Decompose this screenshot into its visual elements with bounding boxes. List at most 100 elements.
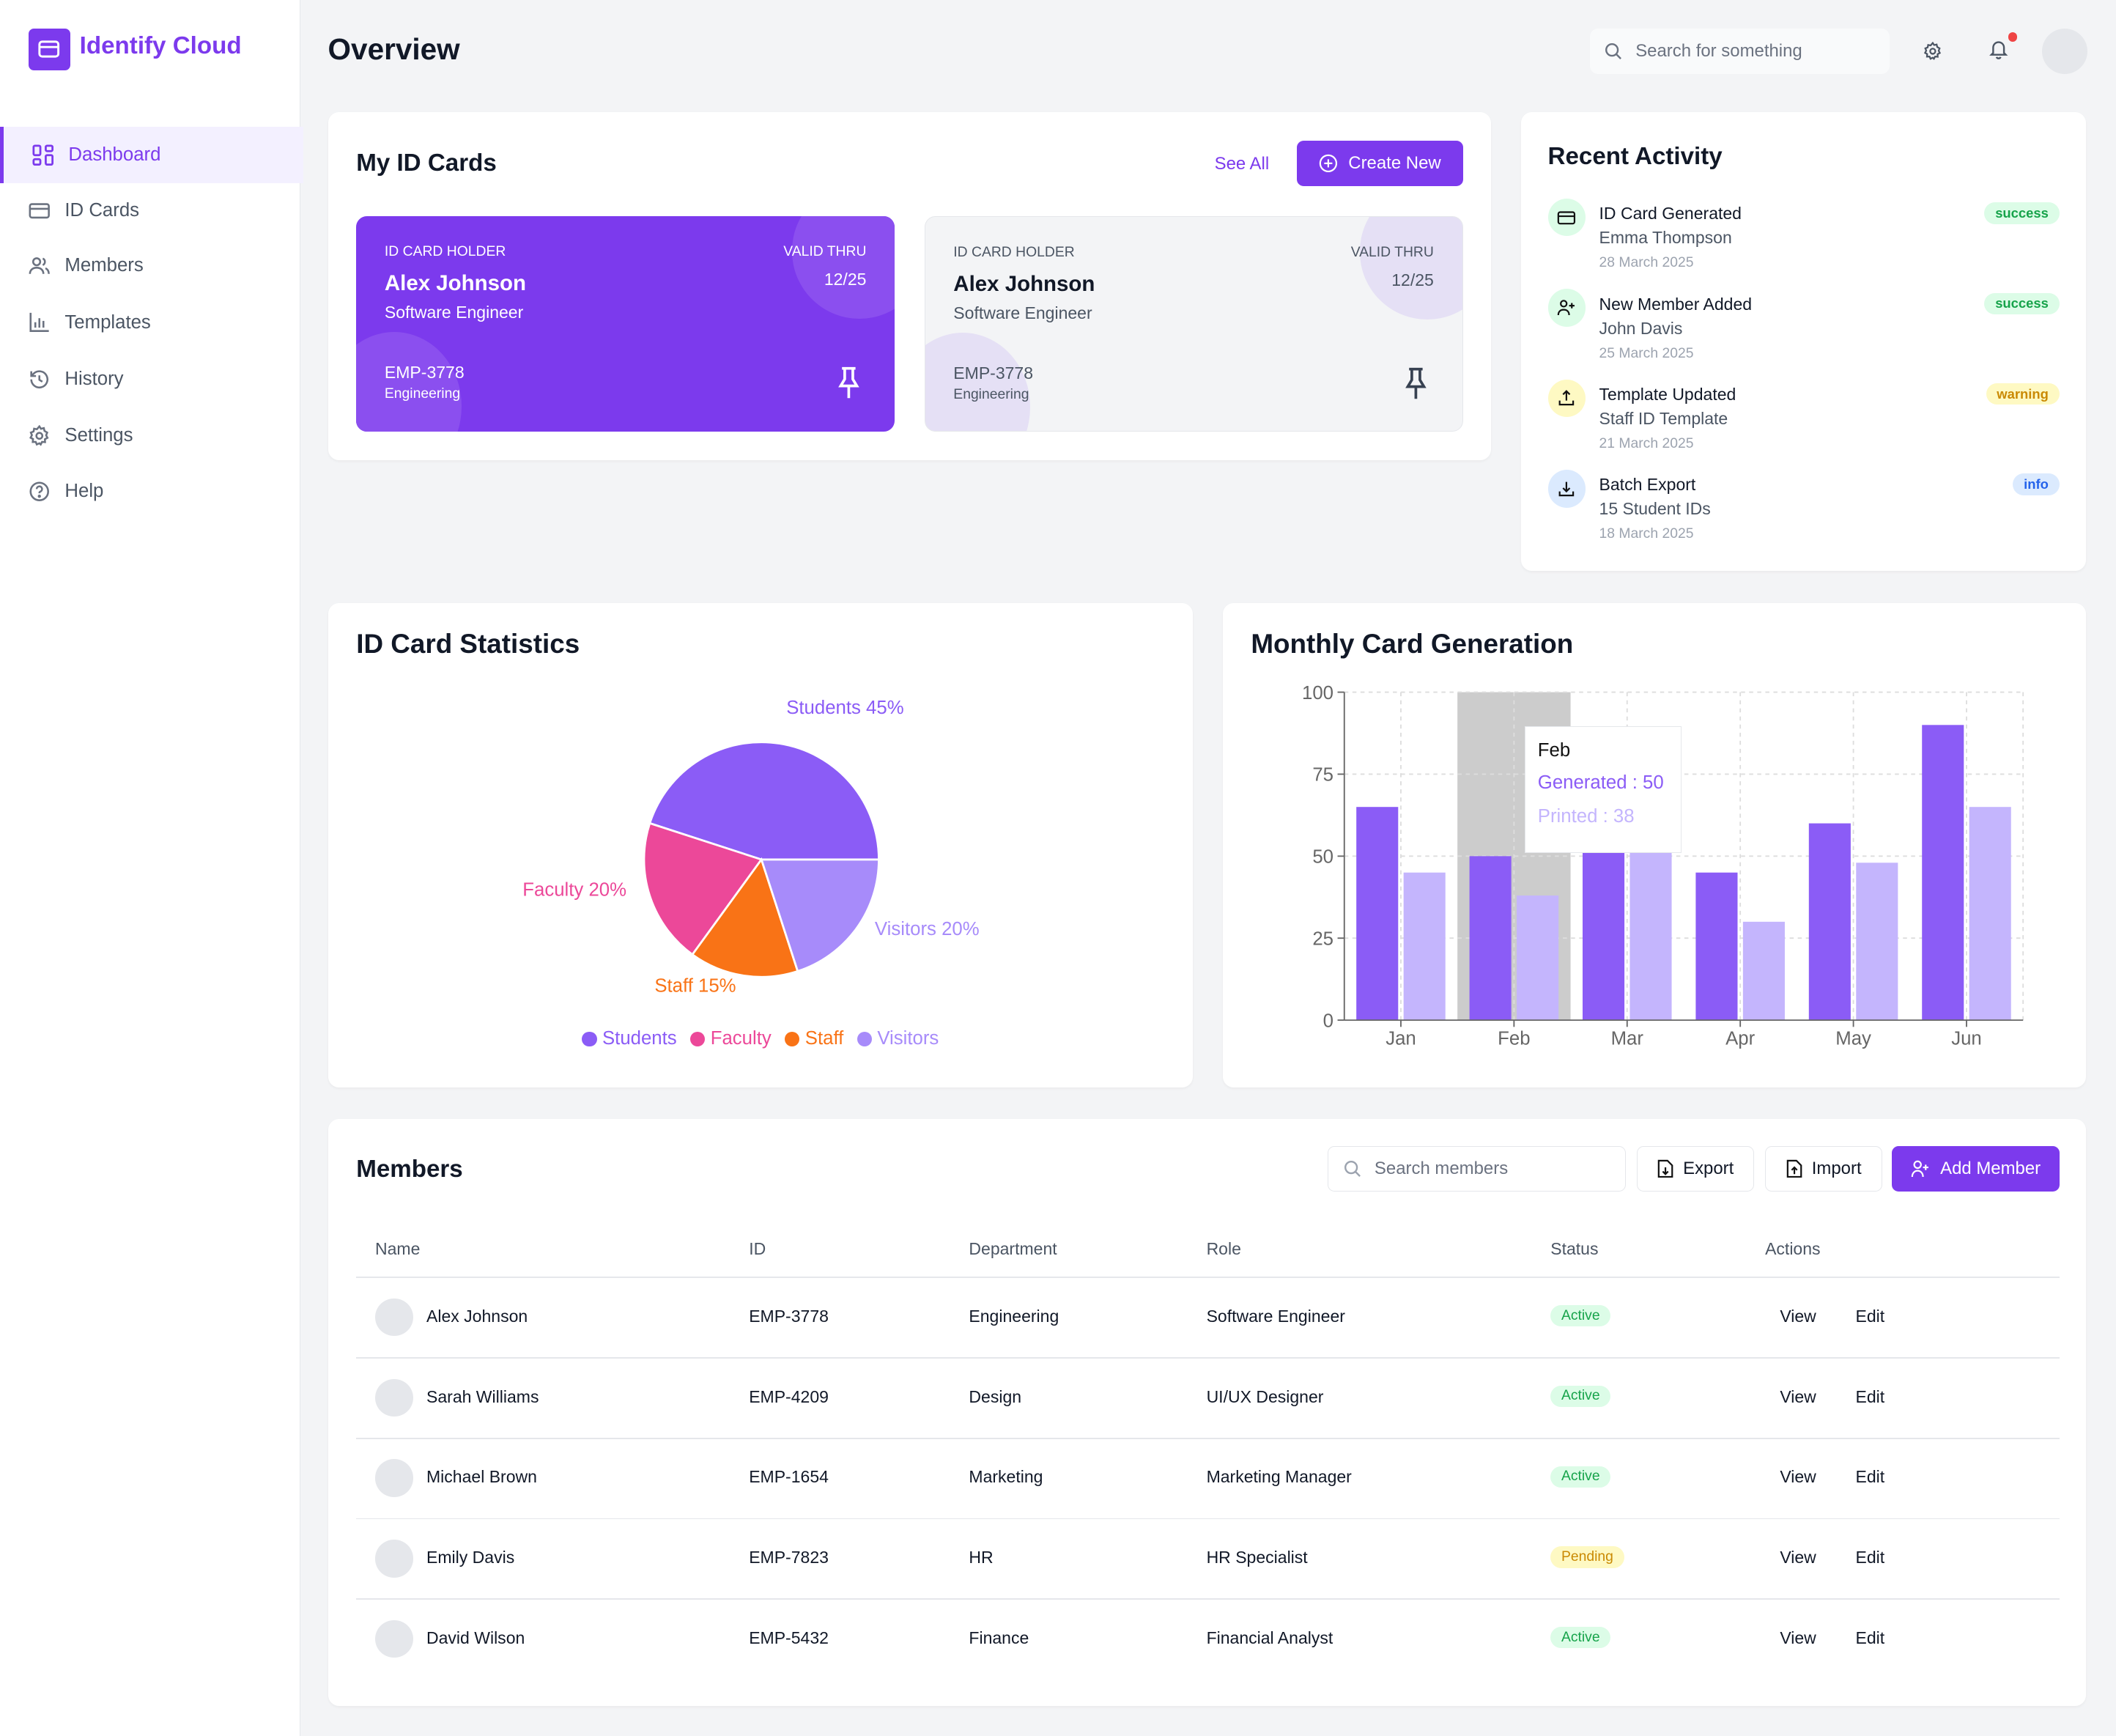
sidebar-item-settings[interactable]: Settings (0, 407, 300, 464)
legend-item-faculty[interactable]: Faculty (690, 1028, 772, 1049)
member-role: Financial Analyst (1206, 1628, 1333, 1647)
pie-slice-faculty[interactable] (643, 821, 763, 956)
edit-button[interactable]: Edit (1855, 1628, 1885, 1647)
column-header-department[interactable]: Department (969, 1238, 1057, 1258)
member-avatar (375, 1540, 413, 1578)
column-header-name[interactable]: Name (375, 1238, 421, 1258)
edit-button[interactable]: Edit (1855, 1548, 1885, 1567)
sidebar-item-id-cards[interactable]: ID Cards (0, 182, 300, 239)
view-button[interactable]: View (1780, 1467, 1816, 1487)
page-title: Overview (328, 32, 460, 67)
view-button[interactable]: View (1780, 1386, 1816, 1406)
global-search-input[interactable]: Search for something (1589, 28, 1890, 75)
chart-tooltip: Feb Generated : 50 Printed : 38 (1525, 725, 1682, 853)
pie-slice-visitors[interactable] (759, 858, 880, 973)
id-card-icon (1547, 198, 1586, 237)
x-tick-label: Jan (1386, 1029, 1416, 1049)
legend-item-staff[interactable]: Staff (785, 1028, 843, 1049)
pie-chart-title: ID Card Statistics (356, 629, 580, 660)
legend-swatch (582, 1031, 597, 1047)
add-member-button[interactable]: Add Member (1892, 1145, 2060, 1192)
recent-activity-title: Recent Activity (1547, 143, 1723, 171)
bar-printed-mar[interactable] (1629, 840, 1672, 1021)
bar-generated-jun[interactable] (1921, 725, 1964, 1021)
sidebar-item-dashboard[interactable]: Dashboard (0, 127, 303, 184)
user-avatar[interactable] (2041, 28, 2088, 75)
x-tick-label: Apr (1725, 1029, 1756, 1049)
id-card-secondary[interactable]: ID CARD HOLDER VALID THRU 12/25 Alex Joh… (924, 215, 1463, 432)
bar-printed-may[interactable] (1855, 863, 1898, 1021)
export-button[interactable]: Export (1637, 1145, 1755, 1192)
member-role: UI/UX Designer (1206, 1386, 1324, 1406)
sidebar-item-templates[interactable]: Templates (0, 295, 300, 351)
member-department: Finance (969, 1628, 1029, 1647)
member-department: Design (969, 1386, 1022, 1406)
edit-button[interactable]: Edit (1855, 1386, 1885, 1406)
edit-button[interactable]: Edit (1855, 1467, 1885, 1487)
member-role: Marketing Manager (1206, 1467, 1352, 1487)
bar-generated-jan[interactable] (1355, 807, 1398, 1021)
import-button[interactable]: Import (1765, 1145, 1883, 1192)
valid-thru-value: 12/25 (1391, 270, 1434, 290)
valid-thru-label: VALID THRU (1350, 245, 1434, 261)
pie-chart: Students 45% Faculty 20% Staff 15% Visitors… (522, 698, 979, 997)
view-button[interactable]: View (1780, 1628, 1816, 1647)
settings-gear-icon[interactable] (1923, 42, 1942, 61)
y-tick-label: 25 (1312, 929, 1333, 950)
bar-generated-may[interactable] (1808, 823, 1851, 1021)
legend-item-visitors[interactable]: Visitors (857, 1028, 939, 1049)
file-import-icon (1786, 1159, 1802, 1178)
member-department: Engineering (969, 1306, 1059, 1326)
create-new-button[interactable]: Create New (1296, 140, 1463, 187)
activity-status-badge: warning (1986, 383, 2060, 405)
activity-title: ID Card Generated (1599, 204, 1742, 224)
bar-printed-jun[interactable] (1969, 807, 2011, 1021)
column-header-status[interactable]: Status (1550, 1238, 1599, 1258)
bar-chart-title: Monthly Card Generation (1251, 629, 1574, 660)
sidebar-item-help[interactable]: Help (0, 463, 300, 520)
column-header-role[interactable]: Role (1206, 1238, 1241, 1258)
row-divider (356, 1357, 2060, 1359)
member-search-input[interactable]: Search members (1328, 1145, 1627, 1192)
bar-printed-jan[interactable] (1403, 872, 1446, 1021)
pie-slice-students[interactable] (648, 741, 880, 861)
app-name: Identify Cloud (79, 32, 242, 60)
user-plus-icon (1547, 289, 1586, 327)
bar-generated-feb[interactable] (1469, 856, 1512, 1021)
sidebar-item-label: Dashboard (68, 144, 161, 166)
notifications-button[interactable] (1988, 32, 2018, 62)
view-button[interactable]: View (1780, 1306, 1816, 1326)
id-card-primary[interactable]: ID CARD HOLDER VALID THRU 12/25 Alex Joh… (356, 215, 895, 432)
bar-printed-feb[interactable] (1516, 895, 1558, 1021)
card-id: EMP-3778 (953, 363, 1034, 383)
add-member-label: Add Member (1940, 1158, 2041, 1178)
bar-generated-apr[interactable] (1695, 872, 1738, 1021)
card-holder-name: Alex Johnson (953, 272, 1095, 297)
pin-icon[interactable] (835, 366, 862, 401)
edit-button[interactable]: Edit (1855, 1306, 1885, 1326)
sidebar-item-members[interactable]: Members (0, 237, 300, 294)
logo-icon (28, 28, 70, 70)
sidebar-item-label: Settings (64, 425, 133, 446)
legend-item-students[interactable]: Students (582, 1028, 677, 1049)
pie-label: Staff 15% (654, 976, 736, 997)
decor-circle (792, 215, 895, 319)
pie-slice-staff[interactable] (690, 857, 799, 978)
sidebar-item-history[interactable]: History (0, 351, 300, 407)
view-button[interactable]: View (1780, 1548, 1816, 1567)
activity-status-badge: success (1984, 292, 2060, 314)
pin-icon[interactable] (1402, 366, 1429, 402)
x-tick-label: Mar (1610, 1029, 1643, 1049)
y-tick-label: 50 (1312, 847, 1333, 868)
row-divider (356, 1277, 2060, 1279)
bar-chart: 0 25 50 75 100 Jan Feb Mar Apr May Jun (1302, 683, 2024, 1049)
see-all-link[interactable]: See All (1214, 153, 1270, 174)
column-header-id[interactable]: ID (749, 1238, 766, 1258)
status-badge: Active (1550, 1466, 1611, 1488)
card-holder-label: ID CARD HOLDER (384, 244, 506, 260)
sidebar-item-label: Members (64, 255, 144, 276)
status-badge: Active (1550, 1385, 1611, 1408)
bar-printed-apr[interactable] (1742, 922, 1785, 1021)
plus-circle-icon (1319, 154, 1337, 172)
activity-status-badge: success (1984, 202, 2060, 224)
